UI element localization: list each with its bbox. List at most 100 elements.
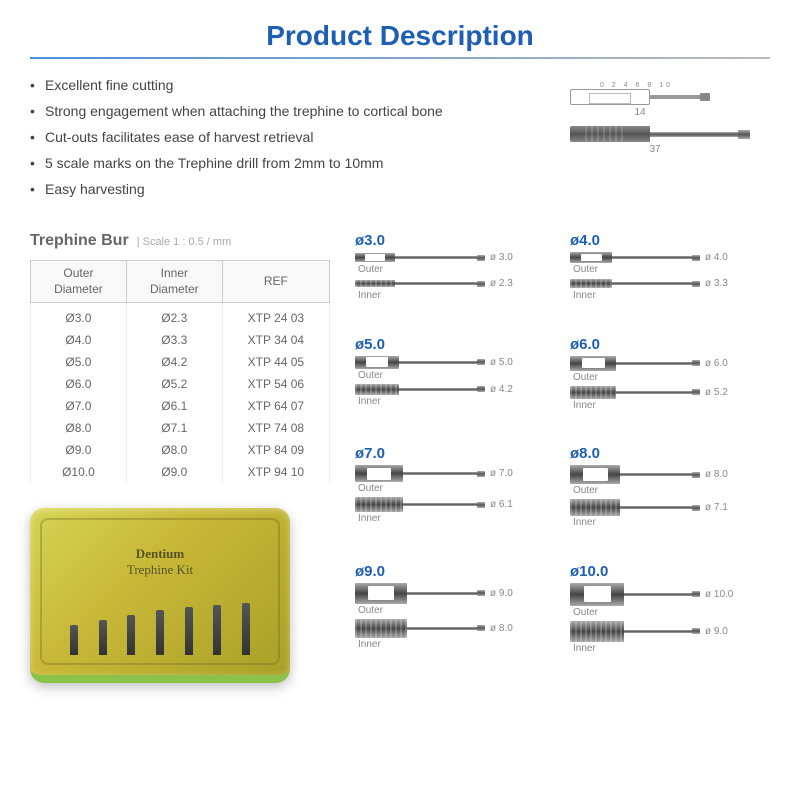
size-title: ø6.0: [570, 336, 770, 353]
feature-bullet: Easy harvesting: [30, 181, 550, 197]
feature-bullet: Excellent fine cutting: [30, 77, 550, 93]
outer-label: Outer: [358, 605, 555, 616]
table-cell: Ø7.0: [31, 395, 127, 417]
table-cell: Ø2.3: [126, 303, 222, 330]
table-cell: XTP 84 09: [222, 439, 329, 461]
table-head-row: OuterDiameterInnerDiameterREF: [31, 261, 330, 303]
outer-phi-label: ø 5.0: [490, 357, 513, 368]
dim-long-label: 37: [570, 144, 740, 155]
mini-drill-inner: [355, 619, 485, 638]
table-cell: Ø3.0: [31, 303, 127, 330]
size-block: ø4.0 ø 4.0Outer ø 3.3Inner: [570, 232, 770, 331]
inner-drill-row: ø 8.0: [355, 619, 555, 638]
size-grid: ø3.0 ø 3.0Outer ø 2.3Innerø4.0 ø 4.0Oute…: [355, 232, 770, 683]
mini-drill-outer: [355, 356, 485, 369]
kit-drill-icon: [127, 615, 135, 655]
inner-drill-row: ø 5.2: [570, 386, 770, 399]
size-title: ø4.0: [570, 232, 770, 249]
table-cell: Ø3.3: [126, 329, 222, 351]
inner-phi-label: ø 7.1: [705, 502, 728, 513]
inner-label: Inner: [573, 400, 770, 411]
outer-phi-label: ø 7.0: [490, 468, 513, 479]
table-column-header: OuterDiameter: [31, 261, 127, 303]
table-cell: Ø8.0: [31, 417, 127, 439]
outer-drill-row: ø 9.0: [355, 583, 555, 604]
feature-bullet: 5 scale marks on the Trephine drill from…: [30, 155, 550, 171]
outer-label: Outer: [573, 372, 770, 383]
page-title: Product Description: [30, 20, 770, 52]
table-header: Trephine Bur | Scale 1 : 0.5 / mm: [30, 232, 330, 250]
table-row: Ø8.0Ø7.1XTP 74 08: [31, 417, 330, 439]
kit-drill-icon: [185, 607, 193, 655]
table-cell: XTP 64 07: [222, 395, 329, 417]
table-cell: XTP 54 06: [222, 373, 329, 395]
size-block: ø7.0 ø 7.0Outer ø 6.1Inner: [355, 445, 555, 558]
mini-drill-outer: [570, 252, 700, 263]
table-subtitle: | Scale 1 : 0.5 / mm: [137, 236, 232, 248]
table-cell: XTP 94 10: [222, 461, 329, 483]
feature-bullet: Cut-outs facilitates ease of harvest ret…: [30, 129, 550, 145]
outer-phi-label: ø 9.0: [490, 588, 513, 599]
kit-drill-icon: [213, 605, 221, 655]
mini-drill-outer: [355, 253, 485, 262]
size-block: ø3.0 ø 3.0Outer ø 2.3Inner: [355, 232, 555, 331]
size-block: ø10.0 ø 10.0Outer ø 9.0Inner: [570, 563, 770, 684]
kit-drills: [60, 595, 260, 655]
table-cell: Ø9.0: [126, 461, 222, 483]
table-cell: Ø10.0: [31, 461, 127, 483]
table-cell: Ø6.0: [31, 373, 127, 395]
inner-label: Inner: [573, 517, 770, 528]
inner-label: Inner: [573, 643, 770, 654]
table-cell: XTP 44 05: [222, 351, 329, 373]
mini-drill-outer: [355, 465, 485, 482]
top-section: Excellent fine cuttingStrong engagement …: [30, 77, 770, 207]
size-title: ø3.0: [355, 232, 555, 249]
outer-drill-row: ø 10.0: [570, 583, 770, 606]
outer-drill-row: ø 8.0: [570, 465, 770, 484]
table-cell: XTP 24 03: [222, 303, 329, 330]
inner-phi-label: ø 8.0: [490, 623, 513, 634]
inner-label: Inner: [358, 290, 555, 301]
kit-brand: Dentium: [127, 546, 193, 562]
outer-label: Outer: [573, 485, 770, 496]
table-column-header: InnerDiameter: [126, 261, 222, 303]
outer-phi-label: ø 3.0: [490, 252, 513, 263]
inner-drill-row: ø 4.2: [355, 384, 555, 395]
kit-name: Trephine Kit: [127, 562, 193, 578]
mini-drill-inner: [570, 386, 700, 399]
table-row: Ø5.0Ø4.2XTP 44 05: [31, 351, 330, 373]
kit-label: Dentium Trephine Kit: [127, 546, 193, 578]
scale-marks: 0 2 4 6 8 10: [570, 82, 770, 89]
mini-drill-inner: [570, 279, 700, 288]
inner-drill-row: ø 6.1: [355, 497, 555, 512]
outer-phi-label: ø 4.0: [705, 252, 728, 263]
table-row: Ø10.0Ø9.0XTP 94 10: [31, 461, 330, 483]
table-row: Ø4.0Ø3.3XTP 34 04: [31, 329, 330, 351]
table-body: Ø3.0Ø2.3XTP 24 03Ø4.0Ø3.3XTP 34 04Ø5.0Ø4…: [31, 303, 330, 484]
outer-drill-row: ø 3.0: [355, 252, 555, 263]
feature-bullets: Excellent fine cuttingStrong engagement …: [30, 77, 550, 207]
mini-drill-inner: [355, 497, 485, 512]
drill-outline: [570, 89, 710, 105]
drill-filled: [570, 126, 750, 142]
mini-drill-outer: [355, 583, 485, 604]
mini-drill-outer: [570, 465, 700, 484]
table-cell: XTP 34 04: [222, 329, 329, 351]
kit-drill-icon: [156, 610, 164, 655]
inner-phi-label: ø 6.1: [490, 499, 513, 510]
inner-label: Inner: [573, 290, 770, 301]
outer-drill-row: ø 4.0: [570, 252, 770, 263]
table-row: Ø3.0Ø2.3XTP 24 03: [31, 303, 330, 330]
kit-drill-icon: [99, 620, 107, 655]
dimension-diagram: 0 2 4 6 8 10 14 37: [570, 77, 770, 207]
outer-drill-row: ø 7.0: [355, 465, 555, 482]
size-title: ø8.0: [570, 445, 770, 462]
table-cell: Ø6.1: [126, 395, 222, 417]
title-underline: [30, 57, 770, 59]
bottom-section: Trephine Bur | Scale 1 : 0.5 / mm OuterD…: [30, 232, 770, 683]
inner-phi-label: ø 3.3: [705, 278, 728, 289]
table-row: Ø7.0Ø6.1XTP 64 07: [31, 395, 330, 417]
table-cell: Ø7.1: [126, 417, 222, 439]
table-cell: XTP 74 08: [222, 417, 329, 439]
inner-drill-row: ø 9.0: [570, 621, 770, 642]
